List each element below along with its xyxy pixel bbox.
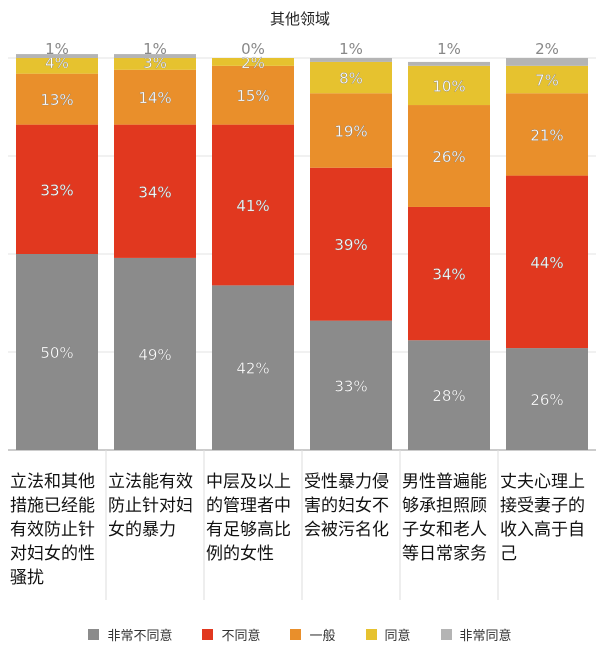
bar-segment	[506, 58, 588, 66]
bar-segment	[506, 93, 588, 176]
data-label: 1%	[45, 40, 69, 58]
data-label: 34%	[138, 183, 171, 201]
bar-segment	[408, 206, 490, 341]
category-label: 受性暴力侵害的妇女不会被污名化	[304, 472, 389, 540]
bar-segment	[310, 58, 392, 62]
data-label: 33%	[40, 181, 73, 199]
data-label: 2%	[241, 54, 265, 72]
legend-item: 一般	[290, 625, 336, 644]
data-label: 4%	[45, 54, 69, 72]
legend-item: 不同意	[202, 625, 260, 644]
legend-item: 非常不同意	[88, 625, 172, 644]
data-label: 41%	[236, 197, 269, 215]
legend-item: 同意	[365, 625, 411, 644]
chart-title: 其他领域	[270, 10, 330, 28]
stacked-bar-chart: 其他领域50%33%13%4%1%49%34%14%3%1%42%41%15%2…	[8, 10, 596, 600]
data-label: 8%	[339, 70, 363, 88]
data-label: 14%	[138, 89, 171, 107]
bar-segment	[114, 58, 196, 70]
legend-label: 同意	[384, 629, 411, 644]
bar-segment	[212, 65, 294, 125]
bar-segment	[310, 320, 392, 450]
data-label: 26%	[432, 148, 465, 166]
bar-segment	[506, 175, 588, 349]
data-label: 42%	[236, 360, 269, 378]
bar-segment	[506, 65, 588, 94]
data-label: 44%	[530, 254, 563, 272]
legend-swatch	[202, 629, 214, 640]
category-label: 丈夫心理上接受妻子的收入高于自己	[500, 472, 585, 564]
legend-label: 非常不同意	[107, 629, 173, 644]
bar-segment	[212, 124, 294, 286]
bar-segment	[114, 257, 196, 450]
data-label: 1%	[339, 40, 363, 58]
data-label: 0%	[241, 40, 265, 58]
bar-segment	[212, 58, 294, 66]
data-label: 50%	[40, 344, 73, 362]
data-label: 21%	[530, 126, 563, 144]
bar-segment	[16, 58, 98, 74]
data-label: 26%	[530, 391, 563, 409]
bar-segment	[16, 54, 98, 58]
data-label: 39%	[334, 236, 367, 254]
legend-label: 一般	[309, 629, 336, 644]
data-label: 13%	[40, 91, 73, 109]
bar-segment	[16, 73, 98, 125]
data-label: 49%	[138, 346, 171, 364]
category-label: 男性普遍能够承担照顾子女和老人等日常家务	[402, 472, 487, 564]
bar-segment	[506, 348, 588, 450]
bar-segment	[310, 167, 392, 321]
data-label: 7%	[535, 72, 559, 90]
bar-segment	[16, 254, 98, 450]
category-label: 立法和其他措施已经能有效防止针对妇女的性骚扰	[10, 472, 95, 588]
legend-swatch	[365, 629, 377, 640]
bar-segment	[310, 61, 392, 94]
bar-segment	[114, 69, 196, 125]
data-label: 34%	[432, 266, 465, 284]
legend-label: 不同意	[221, 629, 261, 644]
bar-segment	[212, 285, 294, 450]
bar-segment	[16, 124, 98, 254]
legend-swatch	[440, 629, 452, 640]
data-label: 3%	[143, 54, 167, 72]
legend-swatch	[88, 629, 100, 640]
bar-segment	[408, 105, 490, 207]
legend-label: 非常同意	[459, 629, 512, 644]
category-label: 立法能有效防止针对妇女的暴力	[108, 472, 193, 540]
legend-swatch	[290, 629, 302, 640]
data-label: 33%	[334, 377, 367, 395]
data-label: 1%	[437, 40, 461, 58]
legend-item: 非常同意	[440, 625, 512, 644]
data-label: 10%	[432, 77, 465, 95]
data-label: 1%	[143, 40, 167, 58]
bar-segment	[310, 93, 392, 168]
bar-segment	[408, 65, 490, 106]
bar-segment	[114, 54, 196, 58]
bar-segment	[408, 340, 490, 450]
data-label: 28%	[432, 387, 465, 405]
legend: 非常不同意 不同意 一般 同意 非常同意	[0, 625, 600, 644]
bar-segment	[408, 61, 490, 66]
data-label: 15%	[236, 87, 269, 105]
data-label: 19%	[334, 123, 367, 141]
category-label: 中层及以上的管理者中有足够高比例的女性	[206, 472, 291, 564]
bar-segment	[114, 124, 196, 258]
data-label: 2%	[535, 40, 559, 58]
